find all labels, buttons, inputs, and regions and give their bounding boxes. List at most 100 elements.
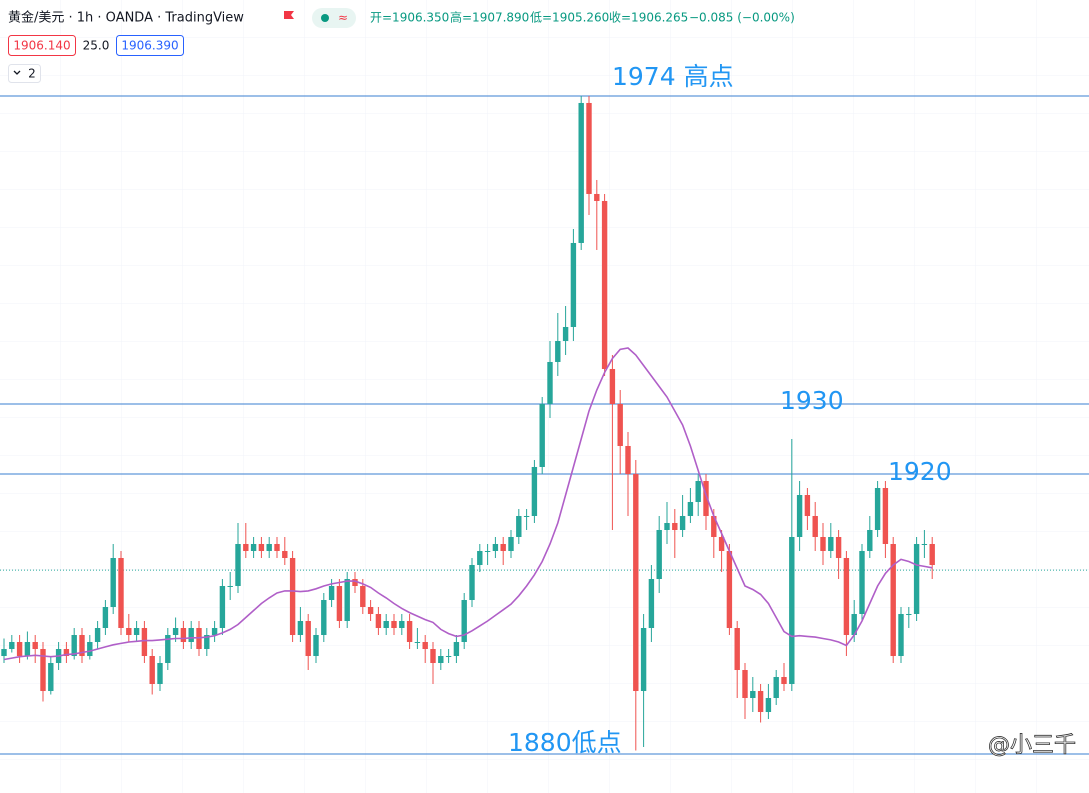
candle-body	[71, 635, 77, 657]
candle-body	[367, 607, 374, 615]
candle-body	[851, 614, 857, 636]
candle-body	[640, 628, 647, 692]
candle-body	[235, 543, 241, 586]
candle-body	[516, 515, 522, 537]
sell-button[interactable]	[8, 35, 76, 56]
candle-body	[547, 361, 553, 404]
candle-body	[274, 543, 280, 551]
candle-body	[742, 670, 748, 699]
candle-body	[695, 480, 701, 502]
candle-body	[102, 607, 109, 629]
candle-body	[633, 473, 639, 692]
level-label: 1920	[888, 457, 952, 486]
status-pill[interactable]	[312, 8, 356, 28]
candle-body	[453, 642, 460, 657]
candle-body	[289, 557, 296, 636]
candle-body	[344, 578, 350, 622]
candle-body	[87, 642, 93, 657]
candle-body	[531, 466, 538, 516]
candle-body	[874, 487, 881, 530]
candle-body	[555, 340, 561, 362]
candle-body	[48, 663, 54, 692]
candle-body	[32, 642, 38, 650]
header: 黄金/美元 · 1h · OANDA · TradingView ≈ 开=190…	[8, 8, 795, 83]
candle-body	[570, 242, 577, 327]
candle-body	[867, 529, 873, 551]
candle-body	[406, 621, 413, 643]
candle-body	[360, 585, 366, 608]
buy-button[interactable]	[116, 35, 184, 56]
candle-body	[711, 515, 717, 537]
candle-body	[672, 522, 678, 530]
indicator-toggle[interactable]	[8, 64, 41, 83]
candle-body	[375, 614, 382, 629]
candle-body	[399, 621, 405, 629]
bid-price: 1906.140	[13, 39, 70, 53]
candle-body	[40, 649, 46, 692]
candle-body	[750, 691, 756, 699]
candle-body	[609, 368, 616, 404]
candle-body	[297, 621, 304, 636]
candle-body	[921, 543, 928, 545]
candle-body	[804, 494, 811, 516]
candle-body	[734, 628, 740, 671]
candle-body	[913, 543, 920, 615]
candle-body	[765, 698, 772, 713]
candle-body	[250, 543, 257, 551]
candle-body	[929, 543, 935, 565]
candle-body	[219, 585, 226, 629]
candle-body	[24, 642, 31, 657]
candle-body	[601, 200, 608, 369]
level-label: 1880低点	[508, 728, 622, 757]
candle-body	[773, 677, 779, 699]
candle-body	[843, 557, 850, 636]
candle-body	[500, 543, 506, 551]
candle-body	[180, 628, 187, 643]
candle-body	[391, 621, 397, 629]
spread: 25.0	[83, 39, 110, 53]
candle-body	[882, 487, 889, 544]
candle-body	[422, 642, 428, 650]
candle-body	[430, 649, 436, 664]
candle-body	[414, 642, 421, 644]
candle-body	[757, 691, 764, 713]
candle-body	[243, 543, 249, 551]
candle-body	[383, 621, 389, 629]
candle-body	[266, 543, 272, 551]
candle-body	[625, 445, 631, 474]
candle-body	[508, 536, 514, 551]
candle-body	[305, 621, 311, 657]
candle-body	[9, 642, 15, 650]
candle-body	[835, 536, 842, 558]
candle-body	[133, 628, 140, 636]
flag-icon	[284, 11, 294, 19]
candle-body	[562, 326, 569, 341]
candle-body	[328, 585, 335, 601]
candle-body	[679, 515, 686, 530]
chevron	[13, 70, 21, 75]
candle-body	[898, 614, 904, 657]
candle-body	[336, 585, 343, 622]
candle-body	[126, 628, 132, 636]
moving-average	[3, 347, 933, 661]
candle-body	[165, 635, 171, 664]
candle-body	[188, 628, 194, 643]
candle-body	[492, 543, 499, 551]
candle-body	[321, 600, 327, 636]
candle-body	[461, 600, 467, 643]
level-label: 1974 高点	[612, 62, 734, 91]
candle-body	[578, 102, 584, 243]
candle-body	[484, 550, 491, 552]
candle-body	[906, 614, 912, 616]
candle-body	[594, 193, 600, 201]
candle-body	[890, 543, 896, 657]
candle-body	[258, 543, 265, 551]
candle-body	[539, 403, 545, 467]
candle-body	[172, 628, 179, 636]
watermark: @小三千	[988, 733, 1076, 758]
candle-body	[149, 656, 155, 685]
candle-body	[313, 635, 319, 657]
candle-body	[1, 649, 7, 657]
